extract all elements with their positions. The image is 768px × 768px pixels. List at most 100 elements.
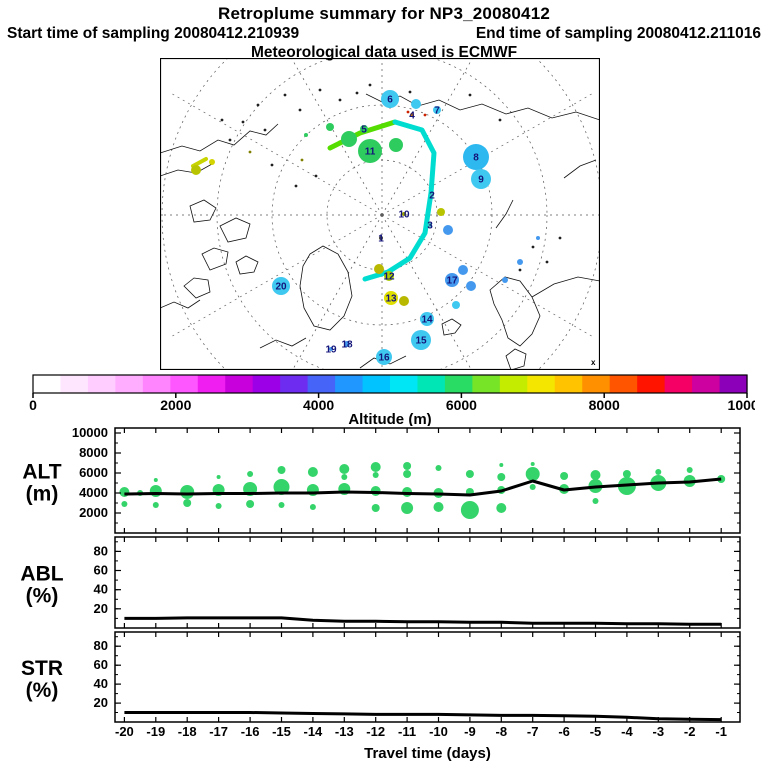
coastlines <box>160 93 600 370</box>
altitude-bubble <box>465 470 474 478</box>
colorbar-block <box>499 375 528 393</box>
colorbar-title: Altitude (m) <box>348 411 431 426</box>
altitude-bubble <box>183 499 192 507</box>
panel-unit: (m) <box>26 483 59 506</box>
particle-dot <box>318 88 322 92</box>
day-label: 3 <box>427 221 433 232</box>
particle-dot <box>228 138 232 142</box>
panel-label: ALT <box>22 461 61 484</box>
plume-bubble <box>329 347 333 351</box>
particle-dot <box>423 113 427 117</box>
particle-dot <box>368 83 372 87</box>
x-tick-label: -16 <box>241 724 260 739</box>
y-tick-label: 40 <box>94 582 108 597</box>
plume-bubble <box>384 271 394 281</box>
altitude-bubble <box>371 504 380 512</box>
particle-dot <box>241 120 245 124</box>
plume-bubble <box>376 349 392 365</box>
altitude-bubble <box>592 498 599 504</box>
particle-dot <box>406 110 410 114</box>
day-label: 1 <box>378 234 384 245</box>
altitude-bubble <box>216 475 221 479</box>
plume-bubble <box>360 125 368 133</box>
panel-unit: (%) <box>26 679 59 702</box>
altitude-bubble <box>497 473 506 481</box>
day-label: 4 <box>409 111 415 122</box>
meridian-line <box>169 214 383 338</box>
plume-points: 6 7 8 9 11 5 10 1 17 12 13 20 14 15 16 18 19 2 3 4 <box>191 90 540 365</box>
colorbar-blocks <box>32 374 748 394</box>
plume-bubble <box>452 301 460 309</box>
map-border <box>160 58 600 370</box>
end-time-text: End time of sampling 20080412.211016 <box>475 25 761 42</box>
colorbar-block <box>664 375 693 393</box>
x-tick-label: -14 <box>304 724 324 739</box>
day-label: 11 <box>365 147 376 158</box>
particle-dot <box>270 163 274 167</box>
plume-bubble <box>384 291 398 305</box>
altitude-bubble <box>246 500 255 508</box>
colorbar-block <box>609 375 638 393</box>
altitude-bubble <box>499 463 504 467</box>
y-tick-label: 40 <box>94 676 108 691</box>
altitude-bubble <box>525 467 540 481</box>
plume-bubble <box>358 139 382 163</box>
altitude-bubble <box>370 462 381 472</box>
altitude-bubble <box>153 478 158 482</box>
colorbar-block <box>33 375 62 393</box>
altitude-bubble <box>339 464 350 474</box>
altitude-bubble <box>403 470 412 478</box>
colorbar-block <box>87 375 116 393</box>
altitude-bubble <box>590 470 601 480</box>
particle-dot <box>468 93 472 97</box>
day-label: 2 <box>429 191 435 202</box>
y-tick-label: 60 <box>94 563 108 578</box>
plume-bubble <box>443 225 453 235</box>
plume-bubble <box>466 281 476 291</box>
particle-dot <box>518 268 522 272</box>
y-tick-label: 20 <box>94 601 108 616</box>
altitude-bubble <box>180 485 195 499</box>
plume-bubble <box>374 264 384 274</box>
plume-bubble <box>209 159 215 165</box>
x-tick-label: -8 <box>496 724 508 739</box>
altitude-bubble <box>622 470 631 478</box>
panel-alt: 2000 4000 6000 8000 10000 ALT(m) <box>22 425 741 534</box>
latitude-circle <box>161 58 600 370</box>
x-tick-label: -4 <box>621 724 633 739</box>
colorbar-block <box>417 375 446 393</box>
str-line <box>124 711 722 722</box>
colorbar-block <box>170 375 199 393</box>
day-label: 20 <box>275 282 287 293</box>
y-tick-label: 10000 <box>72 425 108 440</box>
meridian-line <box>381 214 472 370</box>
plume-bubble <box>272 277 290 295</box>
day-label: 15 <box>415 336 427 347</box>
plume-bubble <box>341 131 357 147</box>
altitude-bubble <box>686 467 693 473</box>
plume-bubble <box>517 259 523 265</box>
altitude-bubble <box>530 462 535 466</box>
x-axis: -20 -19 -18 -17 -16 -15 -14 -13 -12 -11 -10 -9 -8 -7 -… <box>115 724 727 762</box>
x-tick-label: -9 <box>464 724 476 739</box>
colorbar-block <box>115 375 144 393</box>
x-tick-label: -2 <box>684 724 696 739</box>
meridian-line <box>290 58 383 216</box>
altitude-bubble <box>435 465 442 471</box>
altitude-bubble <box>307 467 318 477</box>
y-tick-label: 2000 <box>79 505 108 520</box>
x-tick-label: -1 <box>715 724 727 739</box>
y-tick-label: 6000 <box>79 465 108 480</box>
plume-bubble <box>304 133 308 137</box>
particle-dot <box>355 91 359 95</box>
particle-dot <box>294 184 298 188</box>
plume-bubble <box>399 296 409 306</box>
altitude-bubble <box>121 501 128 507</box>
particle-dot <box>248 150 252 154</box>
particle-dot <box>298 108 302 112</box>
panel-abl: 20 40 60 80 ABL(%) <box>20 536 741 629</box>
altitude-bubble <box>372 472 379 478</box>
page-title: Retroplume summary for NP3_20080412 <box>217 4 551 23</box>
x-tick-label: -13 <box>335 724 354 739</box>
